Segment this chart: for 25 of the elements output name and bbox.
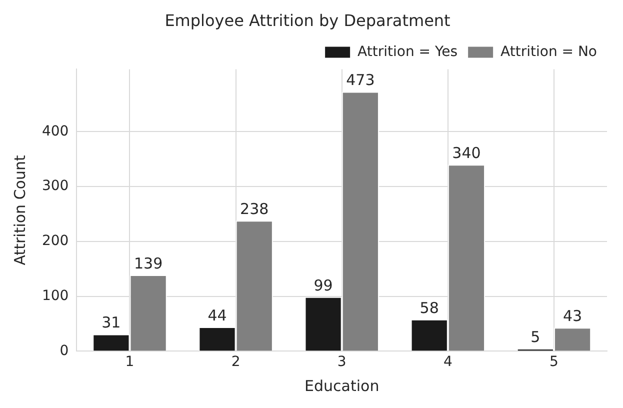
x-tick-label: 5 [550,354,558,370]
data-label: 473 [346,71,375,90]
y-tick-label: 0 [60,342,69,359]
y-tick-label: 100 [42,288,69,304]
data-label: 31 [102,314,121,332]
chart-title: Employee Attrition by Deparatment [164,10,450,30]
data-label: 44 [208,306,227,324]
data-label: 5 [530,328,540,346]
x-axis-title: Education [304,376,380,395]
data-label: 238 [240,200,269,218]
y-tick-label: 200 [42,233,69,250]
y-tick-label: 400 [42,123,69,140]
x-tick-label: 2 [231,354,240,370]
x-tick-label: 3 [337,354,346,370]
y-axis-title: Attrition Count [10,155,29,266]
data-label: 340 [452,144,481,162]
data-label: 99 [314,276,333,294]
x-tick-label: 1 [125,354,134,370]
data-label: 43 [562,307,582,325]
legend-label: Attrition = No [500,44,598,60]
y-tick-label: 300 [42,178,69,194]
legend-label: Attrition = Yes [358,44,458,60]
x-tick-label: 4 [443,354,452,370]
data-label: 58 [420,298,439,317]
data-label: 139 [134,254,163,272]
